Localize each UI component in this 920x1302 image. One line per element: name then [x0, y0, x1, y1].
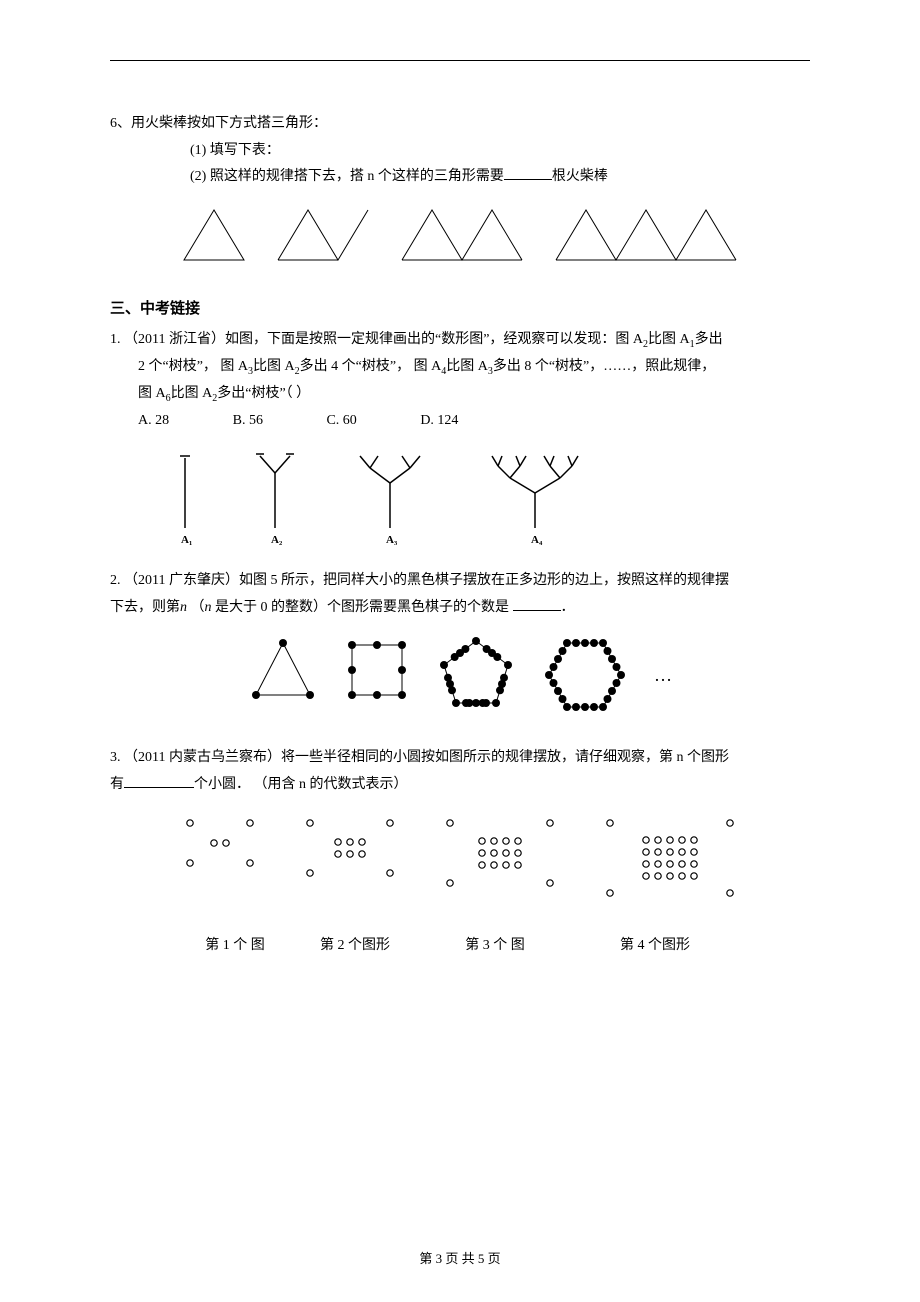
q2-l2c: 是大于 0 的整数）个图形需要黑色棋子的个数是	[215, 600, 513, 615]
cap-4: 第 4 个图形	[585, 933, 725, 960]
q3-figures	[110, 813, 810, 913]
q2-l2b: （	[191, 600, 205, 615]
choice-d: D. 124	[420, 408, 458, 435]
choice-a: A. 28	[138, 408, 169, 435]
triangle-3-icon	[397, 205, 527, 265]
triangle-2-icon	[273, 205, 373, 265]
q2-n1: n	[180, 600, 187, 615]
q6-sub1: (1) 填写下表：	[190, 138, 810, 165]
q1-l1b: 比图 A	[648, 332, 690, 347]
q3-line2: 有 个小圆． （用含 n 的代数式表示）	[110, 772, 810, 799]
question-3: 3. （2011 内蒙古乌兰察布）将一些半径相同的小圆按如图所示的规律摆放，请仔…	[110, 745, 810, 959]
q3-blank	[124, 773, 194, 788]
q3-l2a: 有	[110, 777, 124, 792]
top-rule	[110, 60, 810, 61]
triangle-1-icon	[179, 205, 249, 265]
q2-blank	[513, 596, 561, 611]
q2-l2a: 下去，则第	[110, 600, 180, 615]
choice-b: B. 56	[233, 408, 263, 435]
q1-choices: A. 28 B. 56 C. 60 D. 124	[138, 408, 810, 435]
triangle-4-icon	[551, 205, 741, 265]
choice-c: C. 60	[326, 408, 356, 435]
q1-l2d: 比图 A	[446, 359, 488, 374]
q1-l2a: 2 个“树枝”， 图 A	[138, 359, 248, 374]
q6-sub2: (2) 照这样的规律搭下去，搭 n 个这样的三角形需要 根火柴棒	[190, 164, 810, 191]
polygon-3-icon	[248, 635, 318, 705]
q3-line1: 3. （2011 内蒙古乌兰察布）将一些半径相同的小圆按如图所示的规律摆放，请仔…	[110, 745, 810, 772]
q3-num: 3.	[110, 750, 121, 765]
q3-captions: 第 1 个 图 第 2 个图形 第 3 个 图 第 4 个图形	[110, 933, 810, 960]
q2-figures: …	[110, 635, 810, 715]
tree-a1-icon: A₁	[150, 448, 220, 548]
polygon-5-icon	[436, 635, 516, 710]
page-footer: 第 3 页 共 5 页	[0, 1247, 920, 1272]
q2-n2: n	[205, 600, 212, 615]
cap-3: 第 3 个 图	[435, 933, 555, 960]
tree-a2-icon: A₂	[230, 448, 320, 548]
tree-a3-icon: A₃	[330, 448, 450, 548]
cap-1: 第 1 个 图	[195, 933, 275, 960]
q1-l1c: 多出	[695, 332, 723, 347]
tree-a4-icon: A₄	[460, 448, 610, 548]
q1-src: （2011 浙江省）如图，下面是按照一定规律画出的“数形图”，经观察可以发现：图…	[124, 332, 643, 347]
q1-l2e: 多出 8 个“树枝”，……，照此规律，	[493, 359, 715, 374]
q2-ellipsis: …	[654, 658, 672, 692]
circles-4-icon	[600, 813, 740, 913]
cap-2: 第 2 个图形	[305, 933, 405, 960]
q6-blank	[504, 165, 552, 180]
q1-num: 1.	[110, 332, 121, 347]
circles-3-icon	[440, 813, 560, 903]
q6-sub2-a: (2) 照这样的规律搭下去，搭 n 个这样的三角形需要	[190, 169, 504, 184]
q1-l2c: 多出 4 个“树枝”， 图 A	[300, 359, 442, 374]
polygon-4-icon	[342, 635, 412, 705]
q1-l2b: 比图 A	[253, 359, 295, 374]
q1-line1: 1. （2011 浙江省）如图，下面是按照一定规律画出的“数形图”，经观察可以发…	[110, 327, 810, 354]
q1-line2: 2 个“树枝”， 图 A3比图 A2多出 4 个“树枝”， 图 A4比图 A3多…	[138, 354, 810, 381]
svg-text:A₂: A₂	[271, 534, 283, 546]
q2-line1: 2. （2011 广东肇庆）如图 5 所示，把同样大小的黑色棋子摆放在正多边形的…	[110, 568, 810, 595]
svg-text:A₃: A₃	[386, 534, 398, 546]
circles-2-icon	[300, 813, 400, 893]
q1-l3c: 多出“树枝”（ ）	[217, 386, 310, 401]
q3-l2b: 个小圆． （用含 n 的代数式表示）	[194, 777, 408, 792]
q1-l3b: 比图 A	[171, 386, 213, 401]
question-2: 2. （2011 广东肇庆）如图 5 所示，把同样大小的黑色棋子摆放在正多边形的…	[110, 568, 810, 715]
q6-figures	[110, 205, 810, 265]
q1-figures: A₁ A₂ A₃	[150, 448, 810, 548]
polygon-6-icon	[540, 635, 630, 715]
svg-text:A₄: A₄	[531, 534, 543, 546]
q2-l2d: ．	[561, 600, 575, 615]
page: 6、用火柴棒按如下方式搭三角形： (1) 填写下表： (2) 照这样的规律搭下去…	[0, 0, 920, 1302]
q6-sub2-b: 根火柴棒	[552, 169, 608, 184]
section-3-title: 三、中考链接	[110, 295, 810, 324]
q2-num: 2.	[110, 573, 121, 588]
circles-1-icon	[180, 813, 260, 883]
q2-line2: 下去，则第n （n 是大于 0 的整数）个图形需要黑色棋子的个数是 ．	[110, 595, 810, 622]
question-1: 1. （2011 浙江省）如图，下面是按照一定规律画出的“数形图”，经观察可以发…	[110, 327, 810, 548]
q3-l1: （2011 内蒙古乌兰察布）将一些半径相同的小圆按如图所示的规律摆放，请仔细观察…	[124, 750, 729, 765]
q2-l1: （2011 广东肇庆）如图 5 所示，把同样大小的黑色棋子摆放在正多边形的边上，…	[124, 573, 729, 588]
question-6: 6、用火柴棒按如下方式搭三角形： (1) 填写下表： (2) 照这样的规律搭下去…	[110, 111, 810, 265]
q6-stem: 6、用火柴棒按如下方式搭三角形：	[110, 111, 810, 138]
q1-line3: 图 A6比图 A2多出“树枝”（ ）	[138, 381, 810, 408]
svg-text:A₁: A₁	[181, 534, 192, 546]
q1-l3a: 图 A	[138, 386, 166, 401]
